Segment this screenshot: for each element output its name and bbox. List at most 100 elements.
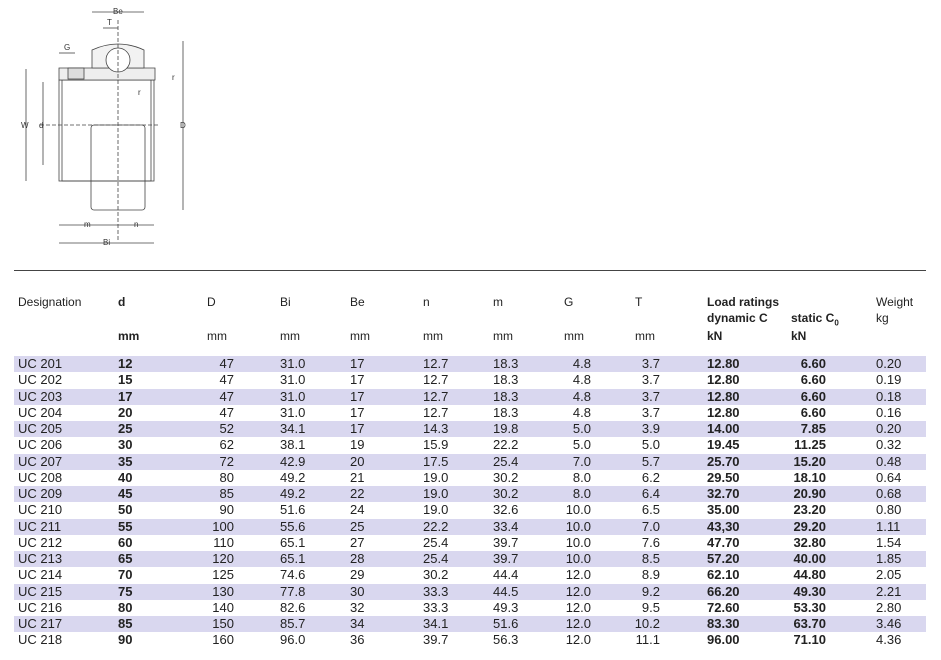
unit-D: mm: [207, 329, 227, 343]
cell-dynamic-C: 62.10: [707, 567, 740, 583]
cell-m: 51.6: [493, 616, 519, 631]
label-m: m: [84, 220, 91, 229]
cell-static-C0: 7.85: [800, 421, 826, 436]
cell-designation: UC 217: [18, 616, 63, 631]
cell-n: 22.2: [423, 518, 449, 534]
cell-Bi: 85.7: [280, 616, 306, 631]
cell-Be: 17: [350, 404, 365, 420]
cell-Bi: 34.1: [280, 421, 306, 436]
header-G: G: [564, 295, 574, 309]
cell-dynamic-C: 12.80: [707, 404, 740, 420]
cell-dynamic-C: 57.20: [707, 551, 740, 566]
cell-G: 10.0: [565, 534, 591, 550]
cell-n: 12.7: [423, 404, 449, 420]
header-load-ratings: Load ratings: [707, 295, 780, 309]
cell-dynamic-C: 72.60: [707, 599, 740, 615]
table-row: UC 205 25 52 34.1 17 14.3 19.8 5.0 3.9 14.00 7.85 0…: [14, 421, 926, 437]
cell-Bi: 49.2: [280, 486, 306, 501]
cell-T: 6.2: [641, 469, 660, 485]
cell-T: 3.9: [641, 421, 660, 436]
cell-weight: 1.54: [876, 534, 902, 550]
cell-m: 32.6: [493, 502, 519, 518]
cell-Be: 27: [350, 534, 365, 550]
cell-d: 75: [118, 583, 133, 599]
cell-Be: 20: [350, 453, 365, 469]
cell-T: 7.0: [641, 518, 660, 534]
table-row: UC 202 15 47 31.0 17 12.7 18.3 4.8 3.7 12.80 6.60 0…: [14, 372, 926, 388]
cell-G: 10.0: [565, 551, 591, 566]
cell-weight: 1.85: [876, 551, 902, 566]
unit-static: kN: [791, 329, 807, 343]
cell-dynamic-C: 25.70: [707, 453, 740, 469]
table-row: UC 206 30 62 38.1 19 15.9 22.2 5.0 5.0 19.45 11.25…: [14, 437, 926, 453]
cell-D: 47: [219, 404, 234, 420]
cell-m: 30.2: [493, 469, 519, 485]
cell-T: 9.5: [641, 599, 660, 615]
cell-static-C0: 6.60: [800, 372, 826, 388]
unit-Be: mm: [350, 329, 370, 343]
cell-designation: UC 214: [18, 567, 63, 583]
cell-Be: 17: [350, 388, 365, 404]
cell-d: 85: [118, 616, 133, 631]
label-n: n: [134, 220, 138, 229]
cell-Be: 19: [350, 437, 365, 453]
cell-Be: 21: [350, 469, 365, 485]
cell-G: 12.0: [565, 583, 591, 599]
cell-T: 5.7: [641, 453, 660, 469]
cell-Bi: 96.0: [280, 632, 306, 648]
cell-G: 4.8: [572, 404, 591, 420]
table-row: UC 203 17 47 31.0 17 12.7 18.3 4.8 3.7 12.80 6.60 0…: [14, 388, 926, 405]
cell-dynamic-C: 29.50: [707, 469, 740, 485]
cell-Bi: 31.0: [280, 356, 306, 371]
cell-D: 90: [219, 502, 234, 518]
cell-m: 49.3: [493, 599, 519, 615]
table-row: UC 214 70 125 74.6 29 30.2 44.4 12.0 8.9 62.10 44.…: [14, 567, 926, 583]
cell-D: 80: [219, 469, 234, 485]
cell-Be: 29: [350, 567, 365, 583]
table-row: UC 211 55 100 55.6 25 22.2 33.4 10.0 7.0 43,30 29.…: [14, 518, 926, 535]
cell-n: 12.7: [423, 372, 449, 388]
cell-m: 44.5: [493, 583, 519, 599]
cell-weight: 0.20: [876, 421, 902, 436]
cell-m: 18.3: [493, 404, 519, 420]
cell-m: 44.4: [493, 567, 519, 583]
cell-dynamic-C: 32.70: [707, 486, 740, 501]
cell-designation: UC 218: [18, 632, 63, 648]
cell-d: 12: [118, 356, 133, 371]
cell-Bi: 31.0: [280, 388, 306, 404]
cell-d: 40: [118, 469, 133, 485]
cell-m: 39.7: [493, 551, 519, 566]
cell-n: 30.2: [423, 567, 449, 583]
header-n: n: [423, 295, 430, 309]
header-static-sub: 0: [834, 318, 839, 328]
cell-weight: 0.48: [876, 453, 902, 469]
cell-static-C0: 6.60: [800, 404, 826, 420]
cell-weight: 3.46: [876, 616, 902, 631]
cell-designation: UC 212: [18, 534, 63, 550]
header-dynamic: dynamic C: [707, 311, 768, 325]
cell-d: 45: [118, 486, 133, 501]
cell-G: 8.0: [572, 486, 591, 501]
label-D: D: [180, 121, 186, 130]
cell-weight: 0.19: [876, 372, 902, 388]
cell-Bi: 77.8: [280, 583, 306, 599]
cell-D: 160: [212, 632, 234, 648]
cell-m: 18.3: [493, 372, 519, 388]
header-static: static C0: [791, 311, 839, 327]
bearing-diagram: Be T G W d D r r m n Bi: [21, 7, 186, 247]
cell-weight: 0.32: [876, 437, 902, 453]
unit-dynamic: kN: [707, 329, 723, 343]
cell-d: 20: [118, 404, 133, 420]
cell-n: 17.5: [423, 453, 449, 469]
cell-n: 15.9: [423, 437, 449, 453]
cell-G: 4.8: [572, 356, 591, 371]
cell-D: 110: [213, 534, 234, 550]
cell-Bi: 31.0: [280, 372, 306, 388]
cell-designation: UC 216: [18, 599, 63, 615]
cell-m: 19.8: [493, 421, 519, 436]
cell-T: 3.7: [641, 356, 660, 371]
cell-d: 60: [118, 534, 133, 550]
cell-designation: UC 209: [18, 486, 63, 501]
cell-static-C0: 20.90: [793, 486, 826, 501]
unit-d: mm: [118, 329, 140, 343]
